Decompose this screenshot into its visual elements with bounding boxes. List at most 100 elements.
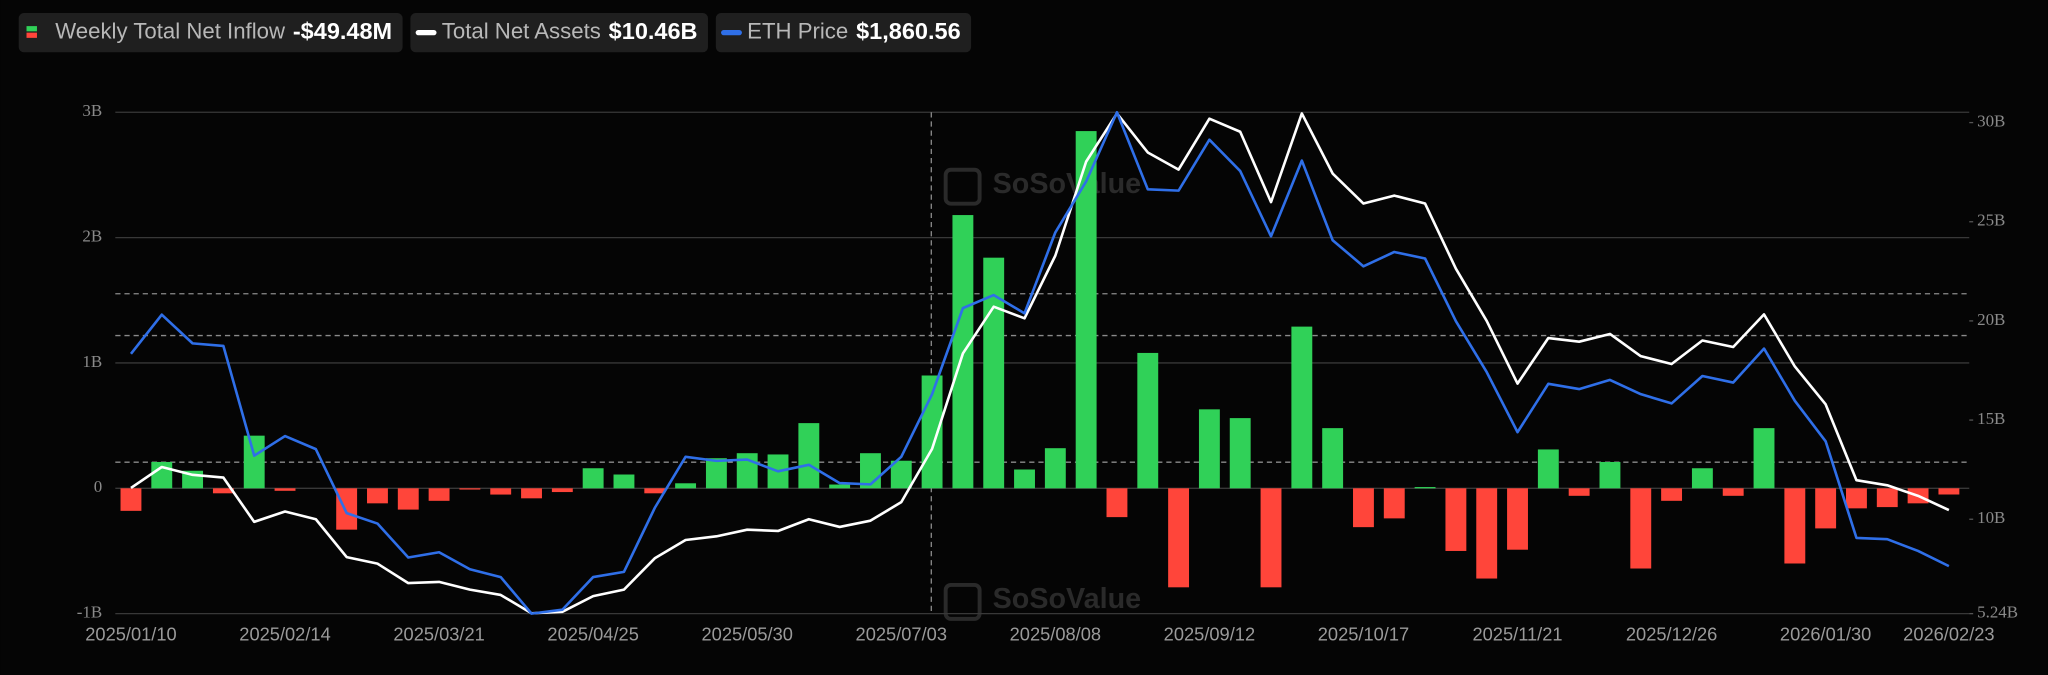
bar [1722,488,1744,496]
bar [1938,488,1960,495]
bar [1815,488,1837,529]
bar [428,488,450,501]
bar [983,257,1005,489]
bar [1353,488,1374,528]
plot [120,110,1960,615]
bar [1291,326,1313,489]
y-tick-label: 2B [82,227,102,246]
y-tick-label: 3B [82,101,102,120]
legend-background [715,13,972,53]
legend-value: $10.46B [609,18,698,44]
bar [675,483,697,489]
legend-value: $1,860.56 [856,18,961,44]
x-tick-label: 2025/02/14 [239,624,330,645]
bar [1383,488,1405,519]
line [129,110,1950,615]
bar [1445,488,1467,551]
watermark: SoSoValue SoSoValue [943,167,1141,621]
legend-item[interactable]: ETH Price $1,860.56 [715,13,972,53]
bar [1260,488,1282,588]
bar [1846,488,1867,509]
bar [1198,409,1220,489]
watermark-text: SoSoValue [993,168,1141,200]
y-tick-label: 1B [82,352,102,371]
x-tick-label: 2025/09/12 [1164,624,1255,645]
bar [1691,468,1713,489]
bar [1476,488,1498,579]
legend-label: Total Net Assets [442,18,601,43]
legend-item[interactable]: Weekly Total Net Inflow -$49.48M [18,13,403,53]
y-tick-label: -1B [77,603,102,622]
legend-background [410,13,708,53]
bar [490,488,512,495]
bar [1507,488,1528,550]
bar [1014,469,1035,489]
bar [613,474,635,489]
bar [705,458,727,489]
x-tick-label: 2025/07/03 [856,624,947,645]
legend: Weekly Total Net Inflow -$49.48M Total Net… [18,13,972,53]
bar [336,488,358,530]
x-tick-label: 2025/01/10 [85,624,176,645]
bar [1599,461,1621,489]
bar [1075,131,1097,489]
x-tick-label: 2025/05/30 [701,624,792,645]
bar [1753,428,1775,489]
bar [798,423,820,489]
bar [1229,418,1251,489]
bar [459,488,481,490]
watermark-text: SoSoValue [993,583,1141,615]
bar [521,488,542,499]
bar [1168,488,1190,588]
legend-value: -$49.48M [293,18,392,44]
y2-tick-label: 20B [1977,310,2005,329]
bar [644,488,666,494]
y2-tick-label: 25B [1977,211,2005,230]
watermark-icon [943,582,982,621]
bar [829,484,851,489]
line [130,112,1950,615]
y2-tick-label: 15B [1977,409,2005,428]
legend-swatch [26,26,37,32]
bar [1661,488,1683,501]
x-tick-label: 2025/10/17 [1318,624,1409,645]
y2-tick-label: 5.24B [1977,603,2018,622]
bar [120,488,142,511]
legend-label: ETH Price [747,18,848,43]
x-tick-label: 2025/12/26 [1626,624,1717,645]
x-tick-label: 2026/02/23 [1903,624,1994,645]
bar [890,460,912,489]
y-tick-label: 0 [94,477,102,496]
bar [367,488,388,504]
bar [1137,352,1159,489]
bar [1106,488,1128,518]
grid: -1B 0 1B 2B 3B 5.24B 10B 15B 20B 25B 30B 2025/01/10… [77,101,2018,644]
bar [582,468,604,489]
legend-item[interactable]: Total Net Assets $10.46B [410,13,708,53]
bar [1414,487,1436,489]
y2-tick-label: 10B [1977,508,2005,527]
x-tick-label: 2025/08/08 [1010,624,1101,645]
bar [551,488,573,493]
x-tick-label: 2025/11/21 [1472,624,1562,645]
bar [1568,488,1590,496]
bar [1784,488,1806,564]
bar [1630,488,1652,569]
x-tick-label: 2026/01/30 [1780,624,1871,645]
x-tick-label: 2025/03/21 [393,624,484,645]
reference-lines [115,112,1970,614]
bar [1537,449,1559,489]
bar [243,435,265,489]
legend-label: Weekly Total Net Inflow [55,18,286,43]
bar [212,488,234,494]
legend-background [18,13,403,53]
bar [1322,428,1344,489]
bar [1876,488,1898,508]
bar [274,488,296,491]
y2-tick-label: 30B [1977,111,2005,130]
bar [1044,448,1066,489]
x-tick-label: 2025/04/25 [547,624,638,645]
legend-swatch [26,32,37,38]
